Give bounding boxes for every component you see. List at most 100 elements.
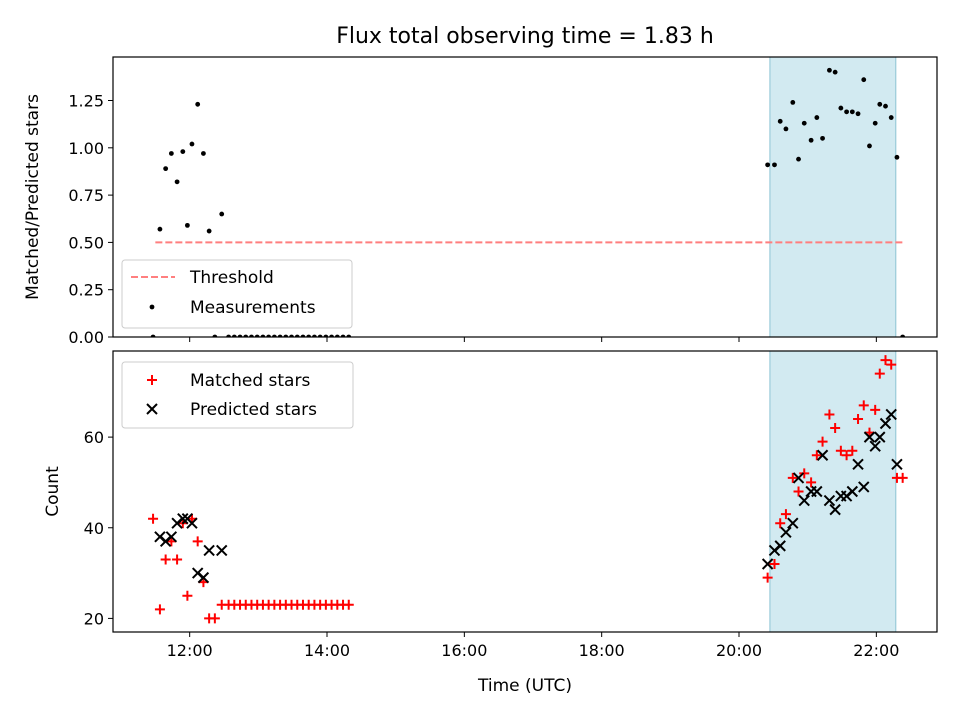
predicted-star-point [761,558,774,570]
matched-star-point [874,368,885,379]
measurement-point [189,141,195,147]
measurement-point [157,226,163,232]
matched-star-point [343,599,354,610]
measurement-point [180,149,186,154]
matched-star-point [858,400,869,411]
matched-star-point [811,450,822,461]
axes-frame [112,56,938,338]
matched-star-point [841,450,852,461]
measurement-point [772,162,777,168]
predicted-star-point [216,544,228,557]
legend-measurements-label: Measurements [190,298,316,318]
x-tick-label: 14:00 [304,641,350,660]
markers [150,67,906,337]
axes-frame [112,350,938,633]
matched-star-point [762,572,773,583]
matched-star-point [793,486,804,497]
bottom-panel: 12:00 14:00 16:00 18:00 20:00 22:00 20 40 60 Coun… [43,350,938,696]
measurement-point [765,162,771,168]
y-tick-label: 0.25 [68,281,104,300]
predicted-star-point [874,431,886,443]
predicted-star-point [186,517,198,529]
matched-star-point [886,359,897,370]
predicted-star-point [787,517,799,529]
markers [148,355,908,624]
measurement-point [814,115,820,120]
matched-star-point [847,445,858,456]
y-tick-label: 20 [84,609,104,628]
predicted-star-point [798,494,810,507]
y-axis-label: Count [43,466,63,517]
y-tick-label: 0.50 [68,233,104,252]
matched-star-point [835,445,846,456]
measurement-point [777,118,783,124]
matched-star-point [775,518,786,529]
measurement-point [861,77,867,83]
matched-star-point [824,409,835,420]
measurement-point [867,143,872,149]
y-tick-label: 1.00 [68,139,104,158]
matched-star-point [769,559,780,570]
measurement-point [163,166,169,172]
matched-star-point [853,413,864,424]
x-axis-label: Time (UTC) [477,676,572,696]
measurement-point [849,109,855,115]
measurement-point [783,126,789,132]
matched-star-point [799,468,810,479]
measurement-point [894,154,900,160]
measurement-point [808,137,814,143]
predicted-star-point [165,531,178,543]
predicted-star-point [816,449,829,461]
predicted-star-point [846,485,859,498]
legend-matched-label: Matched stars [190,371,310,391]
predicted-star-point [811,485,823,498]
predicted-star-point [829,503,841,516]
y-axis-label: Matched/Predicted stars [23,94,43,300]
matched-star-point [209,613,220,624]
measurement-point [872,120,878,126]
matched-star-point [806,477,817,488]
matched-star-point [154,604,165,615]
legend-predicted-swatch [146,403,158,415]
measurement-point [206,228,212,234]
measurement-point [184,222,190,228]
predicted-star-point [177,512,189,525]
x-tick-label: 20:00 [716,641,762,660]
legend-measurements-swatch [149,304,155,310]
x-tick-label: 16:00 [441,641,487,660]
measurement-point [855,111,861,117]
measurement-point [195,101,201,107]
predicted-star-point [869,440,881,452]
matched-star-point [880,355,891,366]
predicted-star-point [891,458,903,471]
measurement-point [883,103,888,109]
measurement-point [201,151,206,156]
y-tick-label: 0.00 [68,328,104,347]
figure-title: Flux total observing time = 1.83 h [336,24,714,49]
matched-star-point [172,554,183,565]
legend: Threshold Measurements [121,259,353,329]
y-tick-label: 60 [84,428,104,447]
measurement-point [820,135,825,141]
measurement-point [838,105,844,111]
y-tick-label: 40 [84,519,104,538]
matched-star-point [192,536,203,547]
measurement-point [888,115,894,120]
matched-star-point [830,423,841,434]
legend-predicted-label: Predicted stars [190,400,317,420]
predicted-star-point [852,458,864,471]
top-panel: 0.00 0.25 0.50 0.75 1.00 1.25 Matched/Predicte… [23,56,938,347]
matched-star-point [870,404,881,415]
predicted-star-point [863,431,876,443]
x-tick-label: 22:00 [853,641,899,660]
matched-star-point [160,554,171,565]
predicted-star-point [885,408,897,421]
measurement-point [790,100,796,105]
matched-star-point [787,472,798,483]
legend: Matched stars Predicted stars [121,361,354,429]
legend-matched-swatch [147,375,157,385]
measurement-point [174,179,180,185]
shaded-region [769,350,897,633]
measurement-point [827,67,832,73]
